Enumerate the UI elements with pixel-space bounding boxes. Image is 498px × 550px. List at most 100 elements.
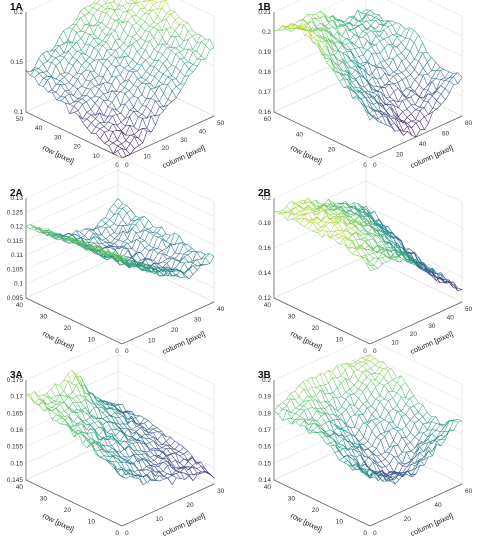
mesh-line <box>389 75 394 77</box>
mesh-line <box>394 118 400 129</box>
mesh-line <box>121 131 127 141</box>
mesh-line <box>152 2 158 5</box>
mesh-line <box>133 462 139 470</box>
mesh-line <box>346 218 352 224</box>
mesh-line <box>380 78 386 86</box>
mesh-line <box>131 411 136 418</box>
mesh-line <box>393 105 399 117</box>
mesh-line <box>162 43 168 49</box>
mesh-line <box>385 242 391 248</box>
mesh-line <box>449 76 454 82</box>
mesh-line <box>142 113 147 119</box>
mesh-line <box>158 51 163 55</box>
mesh-line <box>119 424 124 429</box>
mesh-line <box>188 35 193 40</box>
mesh-line <box>183 256 189 263</box>
mesh-line <box>68 50 73 58</box>
mesh-line <box>291 217 296 220</box>
mesh-line <box>158 457 163 460</box>
mesh-line <box>96 397 102 402</box>
mesh-line <box>90 103 96 110</box>
mesh-line <box>361 254 366 257</box>
mesh-line <box>154 266 159 271</box>
mesh-line <box>126 212 132 221</box>
mesh-line <box>376 61 381 67</box>
mesh-line <box>119 51 125 59</box>
mesh-line <box>150 267 156 270</box>
mesh-line <box>80 395 86 400</box>
mesh-line <box>171 475 177 479</box>
mesh-line <box>86 94 91 99</box>
mesh-line <box>367 40 372 47</box>
mesh-line <box>360 87 365 92</box>
mesh-line <box>308 212 313 222</box>
mesh-line <box>201 257 206 260</box>
mesh-line <box>149 249 154 251</box>
mesh-line <box>85 399 90 414</box>
mesh-line <box>55 55 60 58</box>
mesh-line <box>370 15 376 18</box>
mesh-line <box>325 225 331 233</box>
mesh-line <box>385 103 391 108</box>
z-tick-label: 0.2 <box>262 29 271 36</box>
mesh-line <box>334 67 339 70</box>
mesh-line <box>371 35 376 45</box>
mesh-line <box>353 202 359 211</box>
mesh-line <box>362 20 367 25</box>
mesh-line <box>413 251 419 258</box>
mesh-line <box>63 41 69 44</box>
x-tick-label: 10 <box>391 340 399 347</box>
mesh-line <box>73 241 79 243</box>
mesh-line <box>125 263 131 266</box>
mesh-line <box>138 118 143 131</box>
mesh-line <box>175 252 180 255</box>
mesh-line <box>132 43 138 52</box>
mesh-line <box>124 90 130 94</box>
mesh-line <box>119 56 125 66</box>
z-tick-label: 0.14 <box>258 270 271 277</box>
mesh-line <box>81 94 87 97</box>
mesh-line <box>453 284 458 291</box>
mesh-line <box>393 83 399 89</box>
mesh-line <box>152 428 158 432</box>
mesh-line <box>117 131 122 141</box>
mesh-line <box>171 258 176 260</box>
x-tick-label: 10 <box>143 154 151 161</box>
mesh-line <box>278 25 283 31</box>
mesh-line <box>316 210 322 215</box>
mesh-line <box>81 52 86 55</box>
mesh-line <box>324 202 329 205</box>
mesh-line <box>188 461 193 466</box>
mesh-line <box>349 202 354 206</box>
mesh-line <box>393 75 399 83</box>
mesh-line <box>379 41 385 49</box>
mesh-line <box>25 70 31 76</box>
mesh-line <box>396 22 401 25</box>
mesh-line <box>77 411 82 414</box>
mesh-line <box>326 58 331 63</box>
mesh-line <box>115 84 121 92</box>
mesh-line <box>80 49 86 55</box>
mesh-line <box>427 271 433 276</box>
mesh-line <box>163 76 168 85</box>
mesh-line <box>342 215 348 225</box>
mesh-line <box>200 34 206 40</box>
mesh-line <box>146 88 151 99</box>
mesh-line <box>167 76 172 80</box>
mesh-line <box>84 24 90 26</box>
mesh-line <box>415 129 421 138</box>
mesh-line <box>93 24 99 35</box>
mesh-line <box>358 37 364 49</box>
mesh-line <box>133 70 138 73</box>
mesh-line <box>166 47 172 51</box>
mesh-line <box>162 450 168 456</box>
mesh-line <box>368 232 373 234</box>
mesh-line <box>299 210 304 212</box>
mesh-line <box>397 52 402 56</box>
mesh-line <box>175 46 180 48</box>
mesh-line <box>98 88 104 94</box>
mesh-line <box>355 226 360 232</box>
mesh-line <box>355 78 361 86</box>
mesh-line <box>170 232 175 236</box>
mesh-line <box>82 118 88 123</box>
